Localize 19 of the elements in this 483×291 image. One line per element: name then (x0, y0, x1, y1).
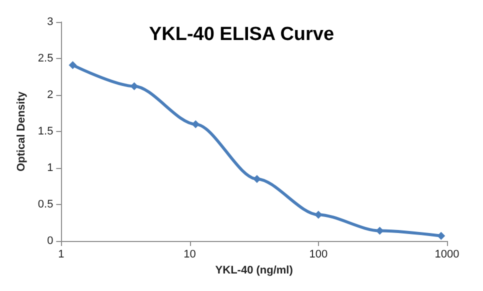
y-tick-label: 0.5 (38, 198, 54, 210)
x-tick-label: 100 (309, 248, 328, 260)
point (437, 232, 446, 240)
y-axis-title: Optical Density (16, 90, 28, 172)
y-tick-label: 1 (47, 162, 54, 174)
y-tick-label: 3 (47, 16, 54, 28)
x-tick-label: 10 (184, 248, 196, 260)
chart-title: YKL-40 ELISA Curve (148, 24, 334, 45)
x-axis-title: YKL-40 (ng/ml) (215, 264, 294, 276)
point (252, 174, 261, 183)
y-tick-label: 0 (47, 235, 54, 247)
x-tick-label: 1000 (434, 248, 460, 260)
point (192, 120, 200, 128)
x-tick-label: 1 (58, 248, 64, 260)
point (314, 210, 322, 219)
point (68, 61, 77, 70)
y-tick-label: 2 (47, 89, 54, 101)
y-tick-label: 1.5 (38, 126, 54, 138)
y-tick-label: 2.5 (38, 52, 54, 64)
